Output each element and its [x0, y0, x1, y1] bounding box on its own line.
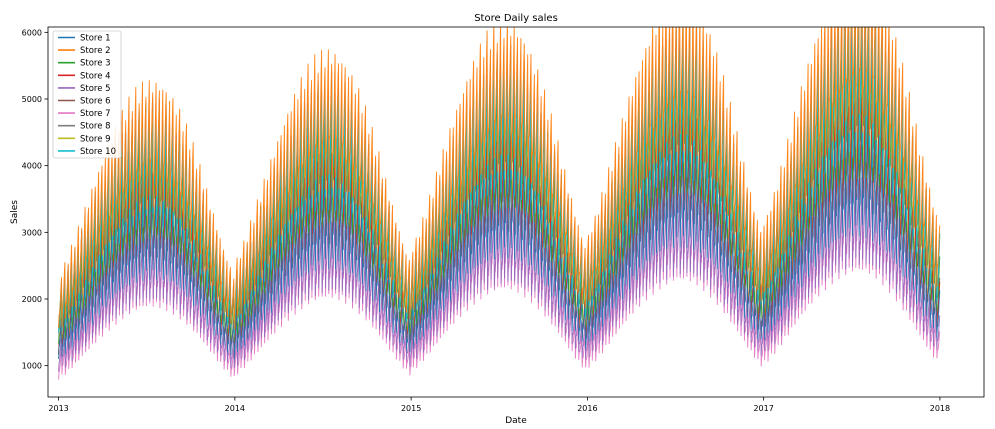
y-tick-label: 4000: [22, 162, 42, 171]
x-tick-label: 2013: [48, 404, 68, 413]
x-tick-label: 2014: [225, 404, 245, 413]
y-tick-label: 6000: [22, 28, 42, 37]
series-line-1: [58, 121, 941, 360]
y-tick-label: 1000: [22, 362, 42, 371]
legend-label: Store 10: [80, 147, 116, 157]
legend-label: Store 8: [80, 122, 111, 132]
legend-label: Store 1: [80, 34, 111, 44]
y-tick-label: 2000: [22, 295, 42, 304]
x-tick-label: 2016: [577, 404, 597, 413]
legend-label: Store 3: [80, 59, 111, 69]
legend-label: Store 5: [80, 84, 111, 94]
chart-title: Store Daily sales: [474, 13, 558, 24]
x-axis: 2013 2014 2015 2016 2017 2018: [48, 397, 950, 413]
series-line-5: [58, 174, 941, 372]
y-tick-label: 5000: [22, 95, 42, 104]
legend-label: Store 9: [80, 134, 111, 144]
legend-label: Store 4: [80, 71, 111, 81]
x-tick-label: 2018: [930, 404, 950, 413]
x-tick-label: 2015: [401, 404, 421, 413]
plot-frame: [47, 26, 985, 398]
y-axis-label: Sales: [10, 200, 20, 224]
series-layer: [58, 27, 941, 380]
legend-label: Store 7: [80, 109, 111, 119]
x-tick-label: 2017: [753, 404, 773, 413]
plot-area: [47, 26, 985, 398]
y-tick-label: 3000: [22, 228, 42, 237]
legend-label: Store 6: [80, 97, 111, 107]
series-line-4: [58, 87, 941, 358]
y-axis: 1000 2000 3000 4000 5000 6000: [22, 28, 48, 371]
legend-label: Store 2: [80, 46, 111, 56]
x-axis-label: Date: [505, 416, 527, 426]
series-line-10: [58, 27, 941, 335]
series-line-2: [58, 27, 941, 329]
legend: Store 1 Store 2 Store 3 Store 4 Store 5 Store…: [52, 30, 122, 159]
